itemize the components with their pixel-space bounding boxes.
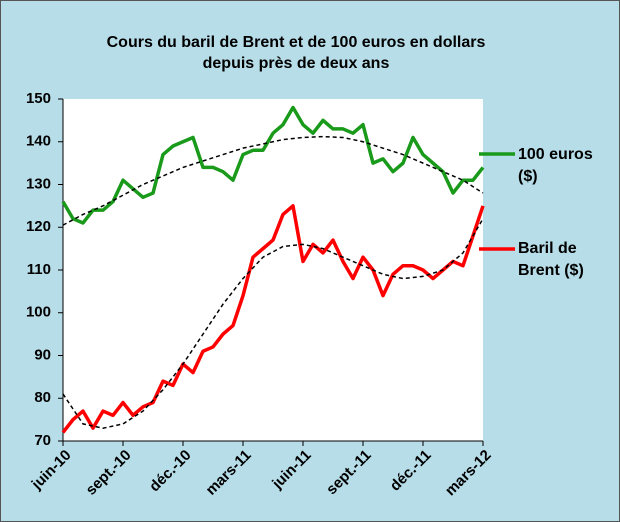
x-tick-label: sept.-10 <box>83 447 135 499</box>
y-tick-label: 70 <box>34 432 51 449</box>
y-tick-label: 150 <box>26 90 51 107</box>
x-tick-label: mars-12 <box>442 447 495 500</box>
trend-line <box>62 135 484 226</box>
x-tick-label: déc.-10 <box>146 447 195 496</box>
y-tick-label: 90 <box>34 346 51 363</box>
y-tick-label: 140 <box>26 133 51 150</box>
chart-title: depuis près de deux ans <box>203 55 390 72</box>
legend-label: Baril de Brent ($) <box>518 240 584 279</box>
y-tick-label: 110 <box>27 261 51 278</box>
x-tick-label: juin-11 <box>268 447 314 493</box>
x-tick-label: sept.-11 <box>323 447 375 499</box>
trend-line <box>62 218 484 429</box>
y-tick-label: 120 <box>26 218 51 235</box>
series-line <box>61 204 485 434</box>
y-tick-label: 80 <box>34 389 51 406</box>
plot-area <box>63 99 483 441</box>
series-line <box>61 105 485 225</box>
x-tick-label: mars-11 <box>203 447 255 499</box>
y-tick-label: 130 <box>26 175 51 192</box>
legend-label: 100 euros ($) <box>518 146 593 185</box>
chart-title: Cours du baril de Brent et de 100 euros … <box>107 34 486 51</box>
y-tick-label: 100 <box>26 304 51 321</box>
x-tick-label: juin-10 <box>28 447 75 494</box>
x-tick-label: déc.-11 <box>387 447 435 495</box>
